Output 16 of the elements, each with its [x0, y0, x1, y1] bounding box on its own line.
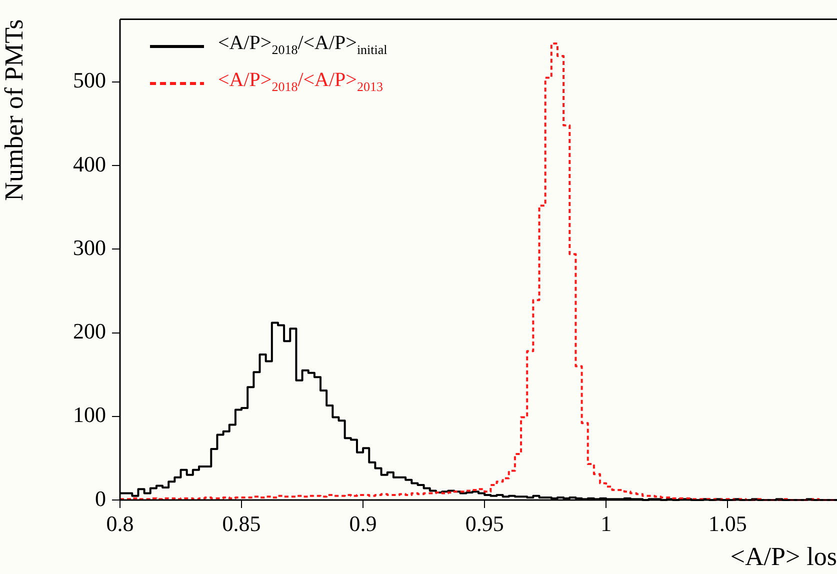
y-tick-label: 400	[73, 151, 106, 176]
y-tick-label: 0	[95, 486, 106, 511]
y-tick-label: 300	[73, 234, 106, 260]
x-tick-label: 1	[600, 510, 612, 536]
y-tick-label: 500	[73, 68, 106, 93]
y-axis-title: Number of PMTs	[0, 19, 28, 201]
x-tick-label: 1.05	[708, 510, 747, 536]
y-tick-label: 100	[73, 402, 106, 428]
x-tick-label: 0.95	[465, 510, 504, 536]
x-tick-label: 0.85	[222, 510, 261, 536]
y-tick-label: 200	[73, 318, 106, 344]
x-tick-label: 0.9	[349, 510, 377, 536]
x-axis-title: <A/P> los	[730, 542, 837, 572]
legend-label: <A/P>$_{2018}$/<A/P>$_{initial}$	[218, 31, 388, 59]
legend-label: <A/P>$_{2018}$/<A/P>$_{2013}$	[218, 68, 383, 96]
x-tick-label: 0.8	[106, 510, 134, 536]
